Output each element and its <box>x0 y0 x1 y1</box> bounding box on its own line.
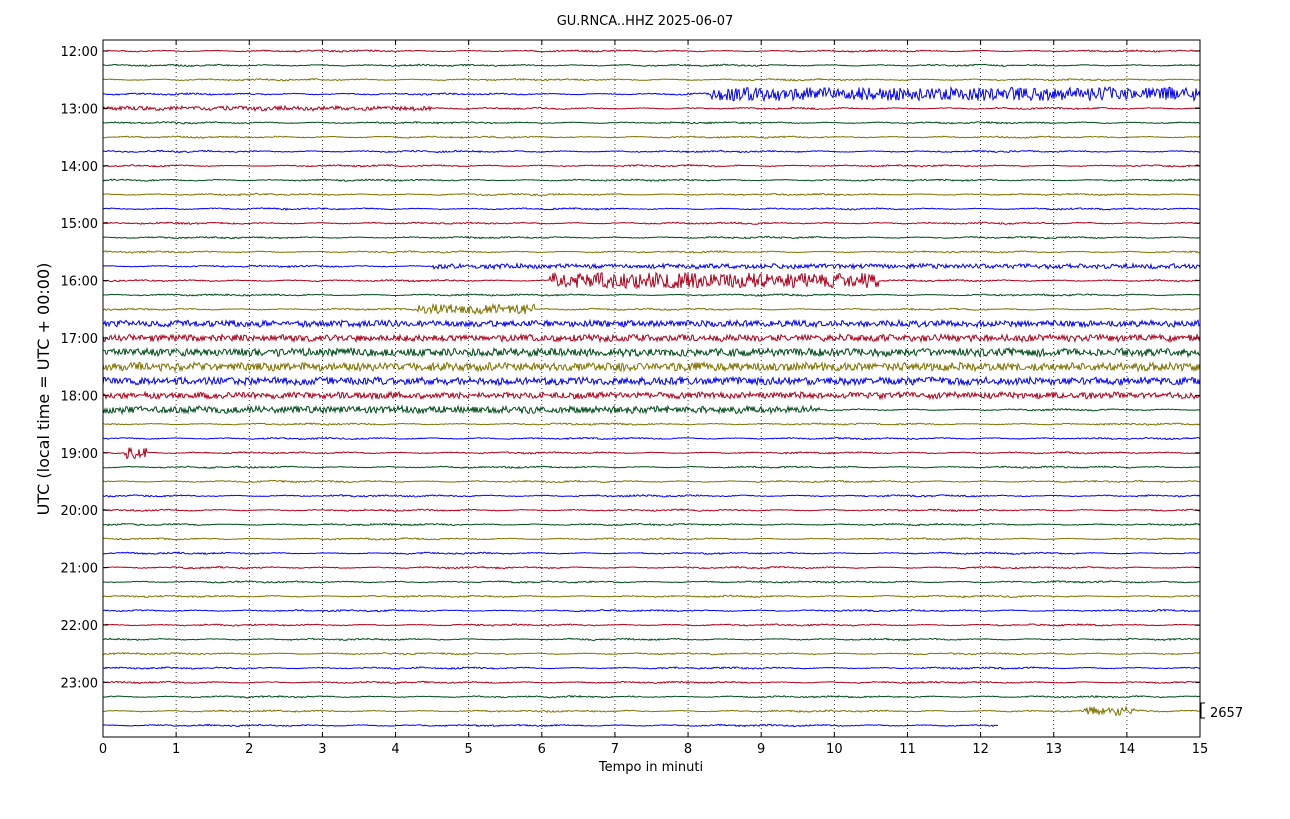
seismogram-trace <box>102 537 1201 541</box>
seismogram-trace <box>102 404 1201 416</box>
y-tick-label: 18:00 <box>61 389 98 404</box>
y-tick-label: 14:00 <box>61 160 98 175</box>
y-tick-label: 21:00 <box>61 562 98 577</box>
seismogram-trace <box>102 49 1201 53</box>
x-axis-ticks: 0 1 2 3 4 5 6 7 8 9 10 11 12 13 14 15 <box>99 40 1208 757</box>
seismogram-trace <box>102 120 1201 125</box>
seismogram-trace <box>102 651 1201 656</box>
y-tick-label: 12:00 <box>61 45 98 60</box>
seismogram-trace <box>102 680 1201 685</box>
chart-title: GU.RNCA..HHZ 2025-06-07 <box>557 14 734 29</box>
x-tick-label: 10 <box>826 742 843 757</box>
y-axis-ticks: 12:00 13:00 14:00 15:00 16:00 17:00 18:00 19:00… <box>61 45 1200 691</box>
seismogram-trace <box>102 390 1201 401</box>
x-tick-label: 12 <box>972 742 989 757</box>
y-axis-label: UTC (local time = UTC + 00:00) <box>34 263 53 516</box>
seismogram-trace <box>102 637 1201 642</box>
seismogram-trace <box>102 446 1201 460</box>
seismogram-trace <box>102 271 1201 290</box>
y-tick-label: 23:00 <box>61 676 98 691</box>
seismogram-trace <box>102 666 1201 670</box>
scale-label: 2657 <box>1210 706 1243 721</box>
seismogram-trace <box>102 422 1201 426</box>
seismogram-trace <box>102 192 1201 197</box>
seismogram-trace <box>102 580 1201 584</box>
seismogram-trace <box>102 360 1201 373</box>
seismogram-trace <box>102 63 1201 68</box>
y-tick-label: 13:00 <box>61 102 98 117</box>
x-tick-label: 15 <box>1192 742 1209 757</box>
x-tick-label: 13 <box>1045 742 1062 757</box>
seismogram-trace <box>102 346 1201 359</box>
x-tick-label: 4 <box>391 742 399 757</box>
seismogram-trace <box>102 206 1201 211</box>
seismogram-trace <box>102 221 1201 225</box>
seismogram-trace <box>102 104 1201 113</box>
seismogram-trace <box>102 293 1201 297</box>
seismogram-trace <box>102 508 1201 513</box>
plot-frame <box>102 39 1201 738</box>
y-tick-label: 22:00 <box>61 619 98 634</box>
x-tick-label: 6 <box>538 742 546 757</box>
x-tick-label: 0 <box>99 742 107 757</box>
x-tick-label: 5 <box>465 742 473 757</box>
seismogram-trace <box>102 565 1201 570</box>
seismogram-trace <box>102 436 1201 441</box>
seismogram-trace <box>102 250 1201 254</box>
y-tick-label: 20:00 <box>61 504 98 519</box>
seismogram-trace <box>102 375 1201 387</box>
seismogram-trace <box>102 332 1201 344</box>
seismogram-trace <box>102 135 1201 139</box>
x-tick-label: 7 <box>611 742 619 757</box>
seismogram-trace <box>102 608 1201 613</box>
seismogram-trace <box>102 594 1201 599</box>
y-tick-label: 15:00 <box>61 217 98 232</box>
seismogram-trace <box>102 705 1201 717</box>
x-tick-label: 3 <box>318 742 326 757</box>
x-axis-label: Tempo in minuti <box>598 760 703 775</box>
seismogram-trace <box>102 694 1201 699</box>
x-tick-label: 8 <box>684 742 692 757</box>
x-tick-label: 1 <box>172 742 180 757</box>
grid-lines <box>175 40 1128 737</box>
seismogram-trace <box>102 623 1201 627</box>
seismogram-trace <box>102 77 1201 82</box>
seismogram-trace <box>102 465 1201 470</box>
seismogram-trace <box>102 261 1201 271</box>
seismogram-trace <box>102 302 1201 316</box>
y-tick-label: 19:00 <box>61 447 98 462</box>
x-tick-label: 14 <box>1119 742 1136 757</box>
seismogram-traces <box>102 49 1201 728</box>
amplitude-scale: 2657 <box>1200 702 1243 721</box>
seismogram-trace <box>102 149 1201 154</box>
x-tick-label: 11 <box>899 742 916 757</box>
seismogram-trace <box>102 235 1201 240</box>
seismogram-trace <box>102 164 1201 168</box>
y-tick-label: 17:00 <box>61 332 98 347</box>
seismogram-trace <box>102 178 1201 182</box>
seismogram-trace <box>102 522 1201 527</box>
y-tick-label: 16:00 <box>61 275 98 290</box>
seismogram-trace <box>102 551 1201 555</box>
x-tick-label: 9 <box>757 742 765 757</box>
seismogram-trace <box>102 85 1201 103</box>
seismogram-trace <box>102 723 999 728</box>
seismogram-trace <box>102 318 1201 329</box>
seismogram-trace <box>102 479 1201 484</box>
x-tick-label: 2 <box>245 742 253 757</box>
seismogram-trace <box>102 493 1201 498</box>
